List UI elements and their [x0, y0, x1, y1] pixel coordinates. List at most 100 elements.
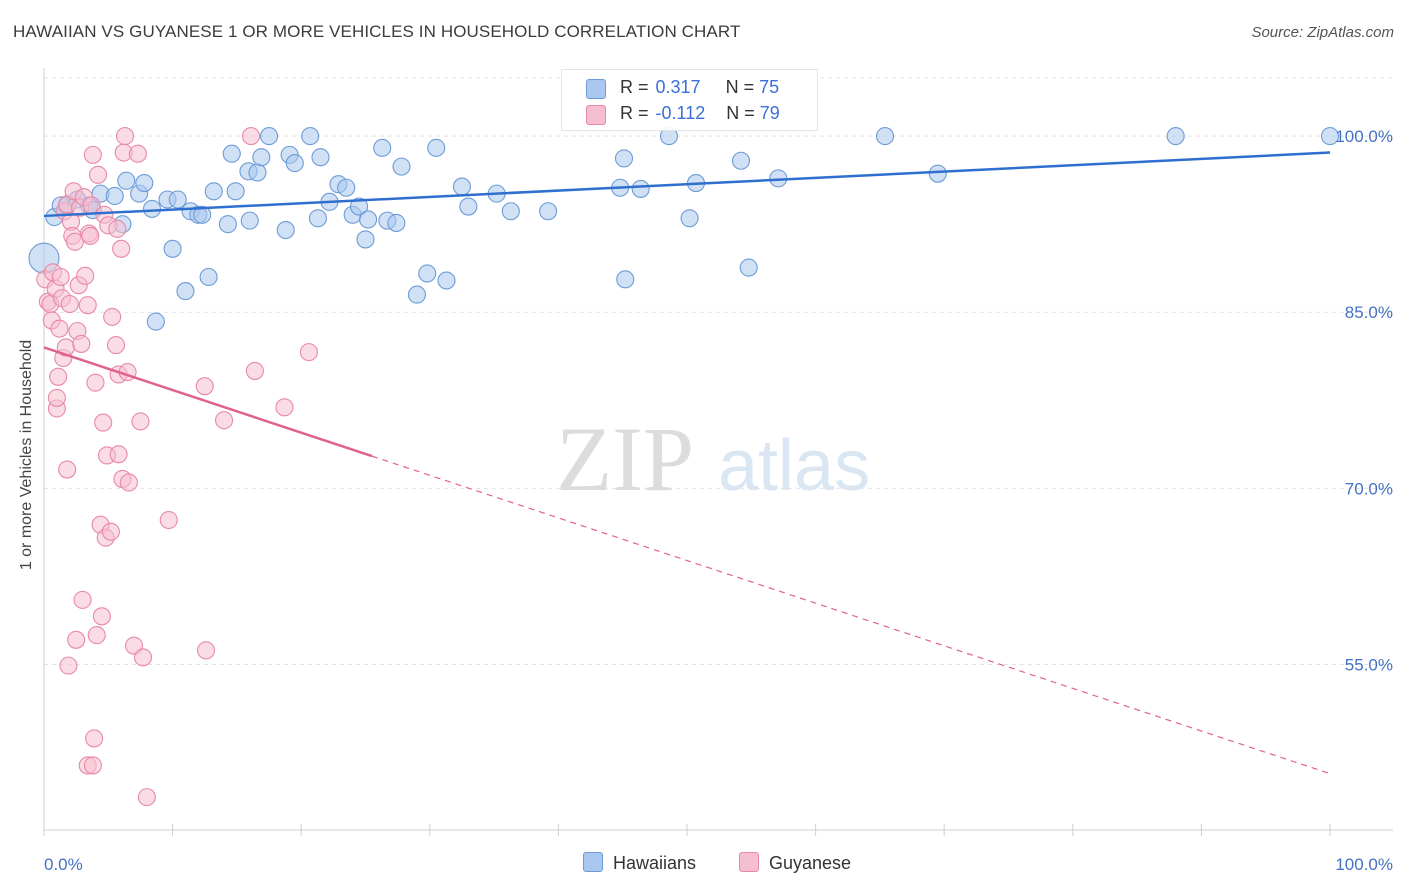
guyanese-point [65, 232, 84, 251]
hawaiian-point [418, 264, 437, 283]
guyanese-point [83, 145, 102, 164]
hawaiian-point [539, 202, 558, 221]
guyanese-point [60, 294, 79, 314]
guyanese-point [58, 460, 77, 479]
guyanese-point [196, 641, 216, 660]
bottom-hawaiians-label: Hawaiians [613, 853, 697, 873]
hawaiian-point [427, 138, 446, 157]
guyanese-point [195, 377, 214, 396]
hawaiian-point [285, 154, 304, 173]
hawaiian-point [176, 282, 195, 301]
hawaiians-n-value: 75 [759, 77, 780, 97]
guyanese-swatch [586, 105, 606, 125]
bottom-guyanese-label: Guyanese [769, 853, 852, 873]
hawaiian-point [308, 209, 327, 228]
guyanese-point [50, 319, 69, 338]
hawaiian-point [146, 312, 165, 331]
guyanese-point [119, 473, 138, 492]
hawaiian-point [373, 138, 392, 157]
axes [43, 68, 1393, 831]
bottom-guyanese-swatch [739, 852, 759, 872]
hawaiian-point [928, 164, 947, 183]
guyanese-r-label: R = [620, 103, 654, 123]
guyanese-point [51, 267, 70, 287]
x-tick-label: 0.0% [44, 855, 83, 874]
hawaiians-swatch [586, 79, 606, 99]
hawaiian-point [1320, 127, 1340, 146]
guyanese-point [128, 144, 147, 163]
guyanese-point [67, 630, 86, 649]
hawaiian-point [614, 149, 634, 168]
hawaiian-point [142, 199, 162, 218]
source-label: Source: ZipAtlas.com [1251, 24, 1394, 41]
guyanese-trend-line [43, 346, 373, 458]
hawaiian-point [240, 211, 259, 230]
guyanese-r-value: -0.112 [655, 103, 706, 123]
hawaiian-point [105, 186, 124, 206]
guyanese-point [73, 590, 92, 609]
trend-lines [43, 151, 1331, 775]
hawaiian-point [875, 127, 895, 146]
bottom-legend-hawaiians: Hawaiians [583, 852, 696, 876]
guyanese-point [103, 307, 122, 326]
hawaiian-point [631, 179, 650, 198]
hawaiian-point [350, 197, 369, 216]
guyanese-point [81, 226, 100, 245]
hawaiian-point [680, 209, 699, 228]
hawaiian-point [168, 190, 187, 209]
y-tick-label: 100.0% [1335, 127, 1393, 146]
hawaiian-point [248, 163, 267, 182]
guyanese-point [92, 607, 111, 626]
hawaiian-point [199, 267, 218, 287]
guyanese-point [131, 412, 150, 431]
hawaiian-point [301, 127, 320, 146]
hawaiian-point [135, 174, 154, 193]
data-points [28, 127, 1340, 807]
watermark-atlas: atlas [718, 426, 870, 506]
hawaiian-point [616, 270, 635, 289]
guyanese-point [299, 343, 318, 362]
guyanese-point [86, 373, 105, 392]
guyanese-point [88, 165, 108, 184]
bottom-hawaiians-swatch [583, 852, 603, 872]
y-tick-label: 85.0% [1345, 303, 1393, 322]
guyanese-point [245, 361, 264, 380]
bottom-legend-guyanese: Guyanese [739, 852, 851, 876]
hawaiian-point [193, 205, 212, 224]
hawaiian-point [459, 197, 478, 216]
guyanese-point [78, 296, 97, 315]
guyanese-n-value: 79 [759, 103, 780, 123]
guyanese-point [87, 626, 106, 645]
hawaiians-r-value: 0.317 [655, 77, 701, 97]
hawaiian-point [731, 151, 751, 170]
guyanese-point [94, 413, 113, 432]
x-tick-label: 100.0% [1335, 855, 1393, 874]
guyanese-trend-extension [371, 455, 1331, 775]
guyanese-point [112, 239, 131, 258]
hawaiian-point [204, 182, 223, 201]
hawaiian-point [226, 182, 245, 201]
y-tick-label: 70.0% [1345, 479, 1393, 498]
hawaiians-trend-line [43, 151, 1331, 218]
tick-labels: 100.0% 85.0% 70.0% 55.0% 0.0% 100.0% [44, 127, 1393, 874]
guyanese-point [49, 367, 68, 386]
hawaiian-point [222, 144, 241, 163]
guyanese-point [85, 729, 104, 748]
hawaiian-point [407, 285, 426, 304]
guyanese-n-label: N = [726, 103, 760, 123]
guyanese-point [109, 445, 128, 464]
guyanese-point [59, 656, 78, 675]
hawaiian-point [359, 210, 378, 229]
hawaiian-point [252, 148, 271, 167]
y-axis-label: 1 or more Vehicles in Household [18, 339, 35, 571]
guyanese-point [83, 756, 102, 775]
guyanese-point [137, 788, 156, 807]
chart-title: HAWAIIAN VS GUYANESE 1 OR MORE VEHICLES … [13, 22, 741, 41]
watermark: ZIP atlas [556, 408, 870, 510]
watermark-zip: ZIP [556, 408, 694, 510]
hawaiian-point [392, 157, 411, 176]
guyanese-point [108, 219, 127, 238]
guyanese-point [241, 127, 261, 146]
hawaiian-point [437, 271, 456, 290]
